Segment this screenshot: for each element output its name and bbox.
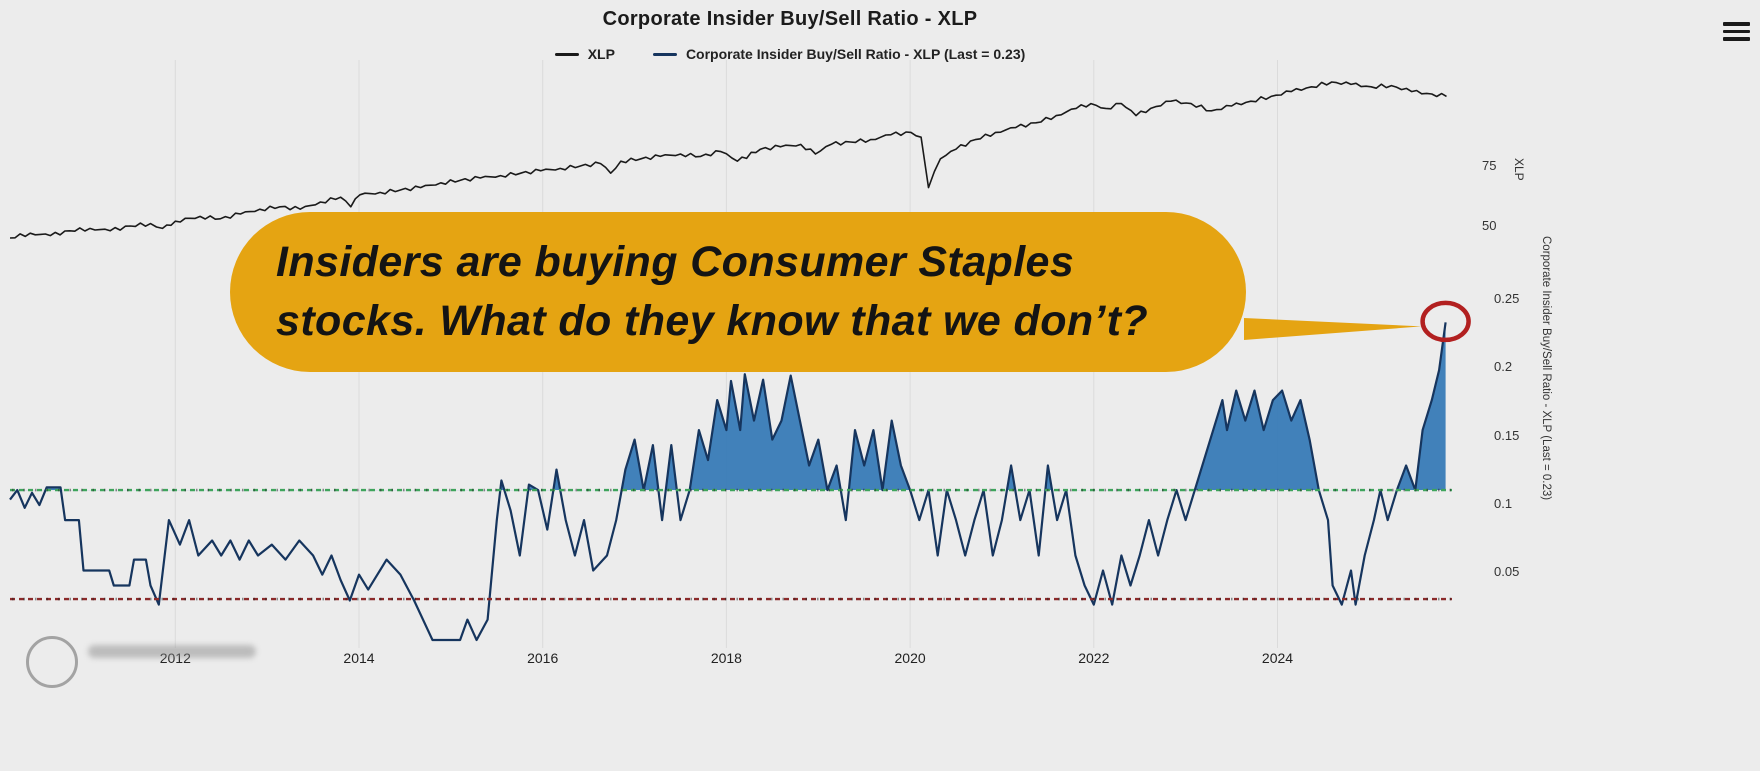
legend-item-ratio[interactable]: Corporate Insider Buy/Sell Ratio - XLP (… — [652, 46, 1026, 62]
right-axis-title-xlp: XLP — [1512, 158, 1526, 181]
ratio-line-swatch — [652, 52, 677, 56]
annotation-bubble: Insiders are buying Consumer Staples sto… — [230, 212, 1246, 372]
ratio-tick-label: 0.2 — [1494, 359, 1513, 375]
legend-label-xlp: XLP — [587, 46, 615, 62]
x-tick-label: 2016 — [527, 650, 559, 666]
menu-bar — [1723, 29, 1750, 33]
watermark-logo — [26, 636, 78, 688]
chart-title: Corporate Insider Buy/Sell Ratio - XLP — [602, 8, 978, 30]
legend-item-xlp[interactable]: XLP — [554, 46, 615, 62]
x-tick-label: 2018 — [710, 650, 742, 666]
right-axis-title-ratio: Corporate Insider Buy/Sell Ratio - XLP (… — [1540, 236, 1552, 501]
ratio-tick-label: 0.15 — [1494, 427, 1520, 443]
x-tick-label: 2022 — [1078, 650, 1110, 666]
legend: XLP Corporate Insider Buy/Sell Ratio - X… — [0, 46, 1580, 62]
legend-label-ratio: Corporate Insider Buy/Sell Ratio - XLP (… — [685, 46, 1026, 62]
ratio-tick-label: 0.05 — [1494, 563, 1520, 579]
x-tick-label: 2020 — [894, 650, 926, 666]
price-tick-label: 75 — [1482, 158, 1497, 173]
watermark-text-blur — [88, 645, 256, 658]
ratio-tick-label: 0.25 — [1494, 291, 1520, 307]
x-tick-label: 2014 — [343, 650, 375, 666]
menu-bar — [1723, 37, 1750, 41]
menu-bar — [1723, 22, 1750, 26]
price-tick-label: 50 — [1482, 218, 1497, 233]
x-tick-label: 2024 — [1261, 650, 1294, 666]
ratio-tick-label: 0.1 — [1494, 495, 1513, 511]
annotation-line-2: stocks. What do they know that we don’t? — [276, 297, 1149, 345]
xlp-line-swatch — [554, 52, 579, 56]
highlight-circle — [1420, 300, 1471, 343]
annotation-line-1: Insiders are buying Consumer Staples — [276, 237, 1075, 286]
hamburger-menu-icon[interactable] — [1723, 18, 1750, 45]
